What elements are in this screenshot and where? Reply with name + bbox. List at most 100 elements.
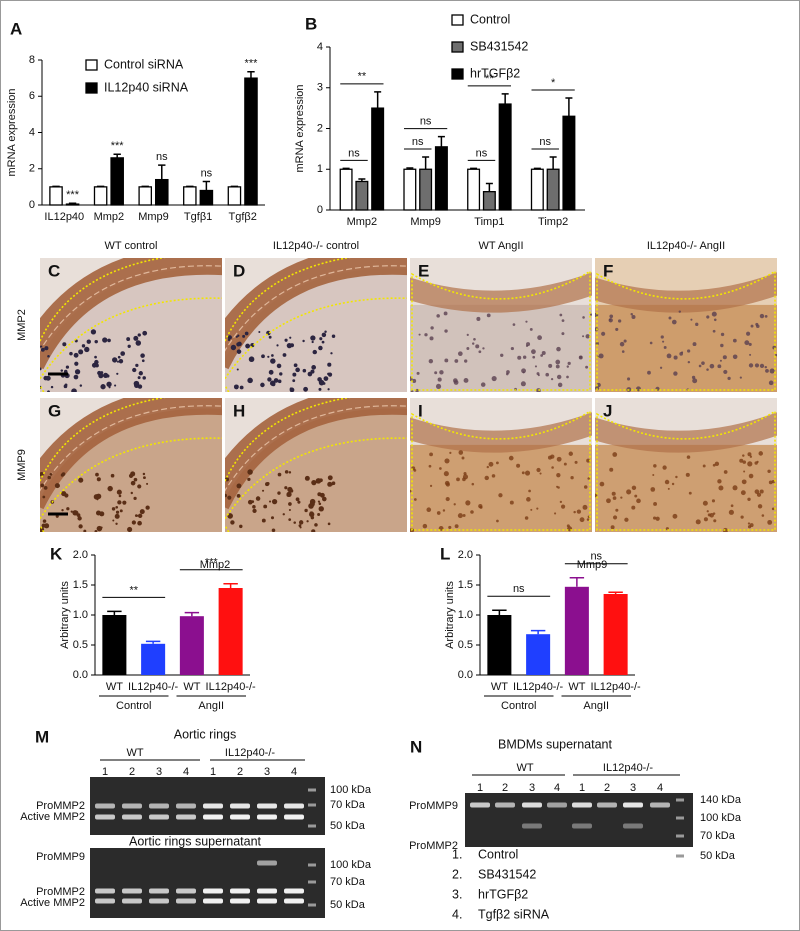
- cell: [112, 357, 118, 363]
- significance-label: ns: [590, 551, 602, 563]
- ladder-band: [308, 903, 316, 907]
- cell: [678, 310, 681, 313]
- gel-band: [650, 802, 670, 808]
- cell: [566, 375, 569, 379]
- panel-letter: E: [418, 261, 429, 280]
- cell: [298, 520, 304, 525]
- y-tick-label: 1.0: [458, 609, 473, 621]
- lane-number: 1: [210, 766, 216, 778]
- cell: [62, 342, 67, 347]
- cell: [310, 515, 315, 520]
- cell: [289, 387, 295, 392]
- cell: [717, 364, 722, 369]
- cell: [709, 363, 715, 369]
- ladder-band: [308, 803, 316, 807]
- ladder-band: [676, 854, 684, 858]
- cell: [74, 361, 79, 366]
- cell: [236, 368, 239, 371]
- cell: [759, 313, 765, 319]
- ladder-band: [308, 880, 316, 884]
- panel-letter: A: [10, 19, 22, 38]
- ladder-band: [676, 798, 684, 802]
- error-bar: [501, 93, 509, 105]
- cell: [747, 452, 752, 457]
- cell: [610, 525, 615, 530]
- gel-band: [470, 802, 490, 808]
- gel-band: [284, 803, 304, 809]
- cell: [50, 385, 54, 389]
- cell: [759, 363, 765, 369]
- cell: [60, 369, 64, 372]
- cell: [540, 354, 544, 357]
- cell: [47, 354, 50, 358]
- cell: [44, 346, 49, 351]
- gel-band: [95, 888, 115, 894]
- cell: [585, 334, 590, 339]
- cell: [465, 500, 471, 506]
- significance-label: ns: [201, 167, 213, 179]
- gel-band: [257, 888, 277, 894]
- cell: [573, 510, 576, 514]
- legend-text: Tgfβ2 siRNA: [478, 907, 550, 921]
- significance-label: **: [358, 71, 367, 83]
- significance-label: ns: [156, 151, 168, 163]
- panel-letter: F: [603, 261, 613, 280]
- histology-image: C: [40, 258, 222, 392]
- cell: [115, 522, 118, 525]
- cell: [449, 451, 452, 454]
- legend-swatch: [451, 41, 464, 53]
- cell: [436, 314, 440, 318]
- x-tick-label: IL12p40-/-: [513, 681, 563, 693]
- cell: [436, 511, 441, 515]
- cell: [747, 461, 753, 467]
- cell: [130, 480, 136, 486]
- cell: [287, 486, 293, 493]
- vessel-wall: [595, 272, 777, 313]
- cell: [630, 312, 633, 316]
- cell: [711, 499, 716, 503]
- legend-number: 2.: [452, 867, 462, 881]
- cell: [318, 506, 324, 512]
- cell: [263, 504, 268, 509]
- cell: [509, 500, 514, 505]
- bar: [546, 168, 560, 211]
- bar: [227, 186, 242, 206]
- cell: [714, 461, 720, 467]
- cell: [534, 365, 538, 368]
- cell: [612, 515, 618, 520]
- cell: [142, 472, 146, 476]
- error-bar: [52, 185, 60, 188]
- cell: [309, 511, 315, 518]
- cell: [322, 496, 327, 502]
- group-label: WT: [126, 747, 143, 759]
- cell: [757, 504, 763, 509]
- cell: [286, 494, 290, 497]
- bar: [154, 178, 169, 206]
- gel-band: [149, 814, 169, 820]
- cell: [444, 329, 448, 333]
- cell: [314, 523, 318, 527]
- cell: [754, 461, 758, 465]
- cell: [69, 351, 73, 356]
- cell: [758, 451, 764, 456]
- cell: [95, 493, 102, 500]
- cell: [615, 508, 619, 512]
- wall-lines: [40, 405, 222, 492]
- lane-number: 2: [604, 782, 610, 794]
- cell: [521, 368, 526, 374]
- cell: [114, 384, 117, 387]
- cell: [42, 519, 47, 523]
- significance-label: *: [551, 77, 556, 89]
- legend-label: Control: [470, 12, 510, 26]
- cell: [250, 343, 255, 348]
- cell: [90, 329, 97, 335]
- marker-label: 70 kDa: [330, 799, 366, 811]
- cell: [759, 489, 764, 494]
- cell: [559, 313, 563, 317]
- cell: [619, 341, 625, 347]
- cell: [284, 338, 288, 342]
- error-bar: [565, 97, 573, 117]
- y-tick-label: 0.5: [458, 639, 473, 651]
- cell: [261, 354, 265, 359]
- cell: [764, 365, 768, 369]
